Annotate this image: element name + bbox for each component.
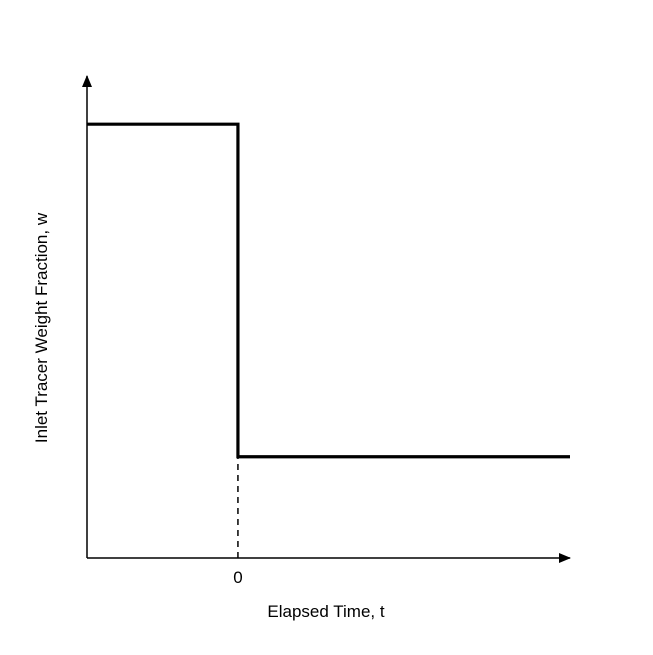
x-ticks: 0 [233, 568, 242, 587]
y-axis-label: Inlet Tracer Weight Fraction, w [32, 212, 51, 443]
series-group [87, 122, 570, 459]
x-tick-label-0: 0 [233, 568, 242, 587]
x-axis-label: Elapsed Time, t [267, 602, 384, 621]
series-line-0 [87, 122, 570, 459]
